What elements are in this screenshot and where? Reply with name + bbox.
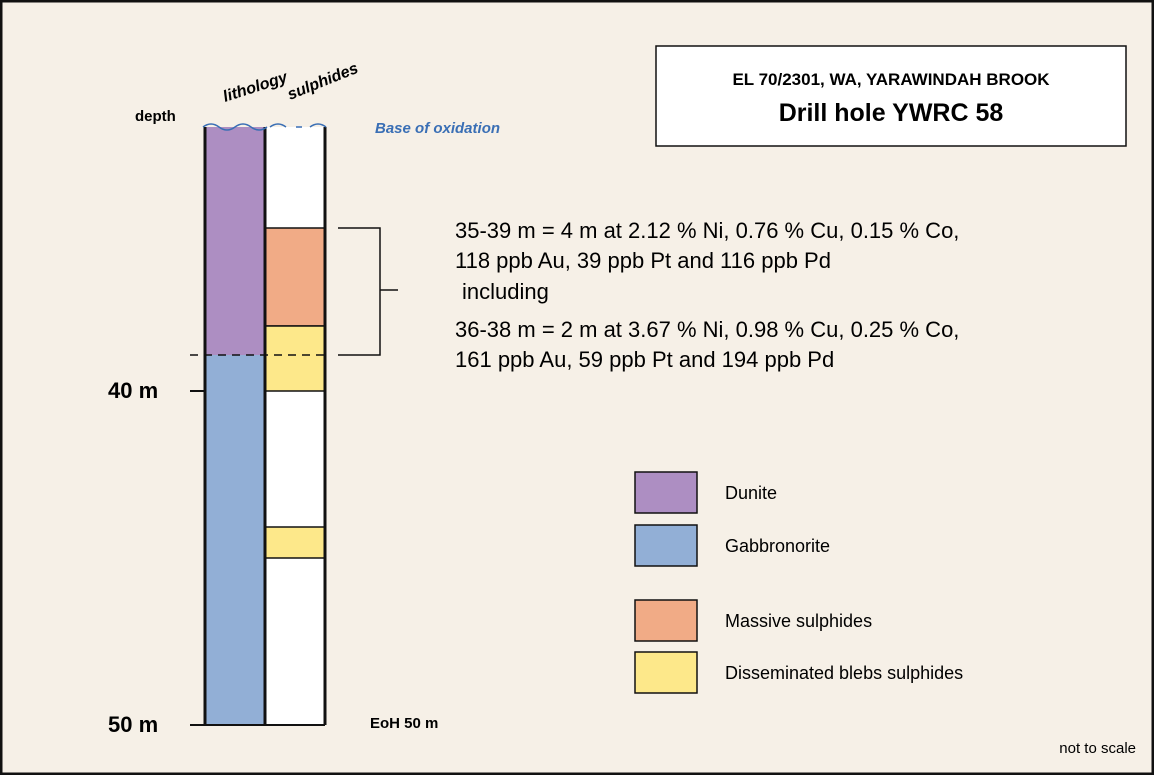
gabbronorite-interval — [205, 355, 265, 725]
legend-label: Disseminated blebs sulphides — [725, 663, 963, 683]
depth-header: depth — [135, 108, 176, 125]
dunite-interval — [205, 127, 265, 355]
depth-label: 50 m — [108, 712, 158, 737]
title-box — [655, 45, 1127, 147]
depth-label: 40 m — [108, 378, 158, 403]
title-line: Drill hole YWRC 58 — [779, 99, 1004, 127]
legend-label: Gabbronorite — [725, 536, 830, 556]
footnote: not to scale — [1059, 740, 1136, 757]
disseminated-sulphides — [264, 325, 326, 392]
legend-swatch — [634, 651, 698, 694]
intercept-text: 36-38 m = 2 m at 3.67 % Ni, 0.98 % Cu, 0… — [455, 317, 959, 342]
sulphide-column — [265, 127, 325, 725]
legend-swatch — [634, 599, 698, 642]
intercept-text: 161 ppb Au, 59 ppb Pt and 194 ppb Pd — [455, 347, 834, 372]
intercept-text: including — [462, 279, 549, 304]
massive-sulphides — [264, 227, 326, 327]
legend-label: Dunite — [725, 483, 777, 503]
legend-swatch — [634, 524, 698, 567]
disseminated-sulphides — [264, 526, 326, 559]
intercept-text: 118 ppb Au, 39 ppb Pt and 116 ppb Pd — [455, 248, 831, 273]
intercept-text: 35-39 m = 4 m at 2.12 % Ni, 0.76 % Cu, 0… — [455, 218, 959, 243]
legend-swatch — [634, 471, 698, 514]
title-line: EL 70/2301, WA, YARAWINDAH BROOK — [732, 70, 1050, 89]
oxidation-line — [202, 123, 327, 131]
base-label: Base of oxidation — [375, 120, 500, 137]
bracket — [338, 227, 398, 356]
legend-label: Massive sulphides — [725, 611, 872, 631]
end-label: EoH 50 m — [370, 715, 438, 732]
